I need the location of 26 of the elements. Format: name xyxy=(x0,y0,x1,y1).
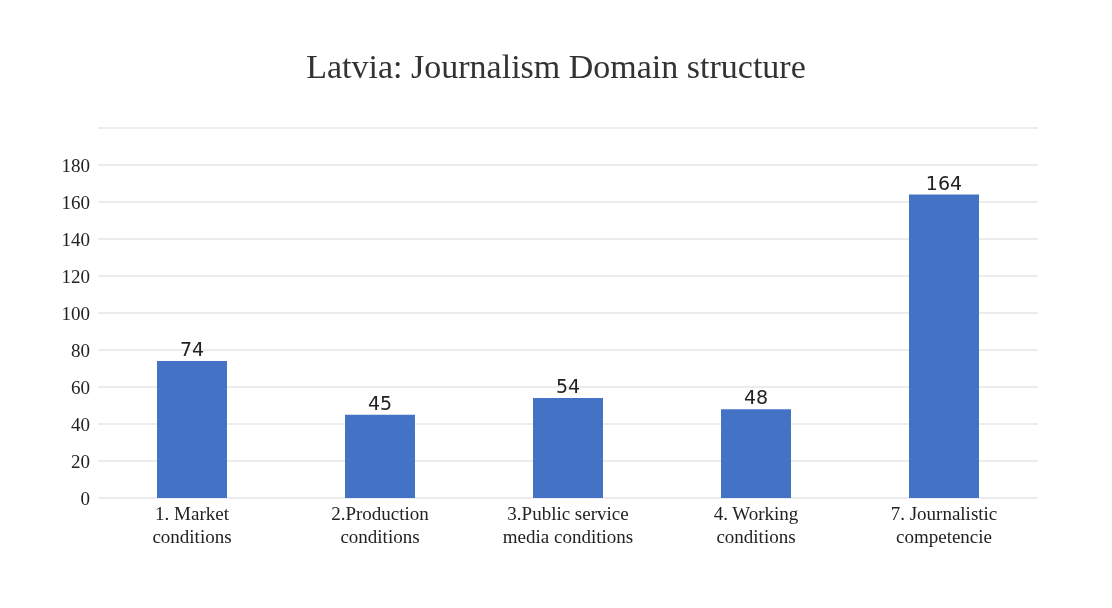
x-tick-label: 4. Working conditions xyxy=(713,503,799,547)
y-tick-label: 160 xyxy=(61,191,90,213)
y-tick-label: 100 xyxy=(61,302,90,324)
bar xyxy=(345,414,415,498)
chart-title: Latvia: Journalism Domain structure xyxy=(305,47,807,87)
data-label: 74 xyxy=(179,338,205,361)
y-tick-label: 80 xyxy=(71,339,90,361)
x-tick-label: 2.Production conditions xyxy=(331,503,430,547)
bar xyxy=(909,194,979,498)
y-tick-label: 20 xyxy=(71,450,90,472)
data-label: 48 xyxy=(743,386,769,409)
y-tick-label: 40 xyxy=(71,413,90,435)
y-tick-label: 120 xyxy=(61,265,90,287)
x-tick-label: 3.Public service media conditions xyxy=(502,503,634,547)
x-tick-label: 1. Market conditions xyxy=(152,503,232,547)
y-tick-label: 180 xyxy=(61,154,90,176)
data-label: 54 xyxy=(555,375,581,398)
x-tick-label: 7. Journalistic competencie xyxy=(890,503,998,547)
bar xyxy=(721,409,791,498)
y-tick-label: 0 xyxy=(80,487,90,509)
data-label: 45 xyxy=(367,391,393,414)
bar xyxy=(533,398,603,498)
y-tick-label: 140 xyxy=(61,228,90,250)
data-label: 164 xyxy=(925,171,963,194)
bar xyxy=(157,361,227,498)
y-tick-label: 60 xyxy=(71,376,90,398)
